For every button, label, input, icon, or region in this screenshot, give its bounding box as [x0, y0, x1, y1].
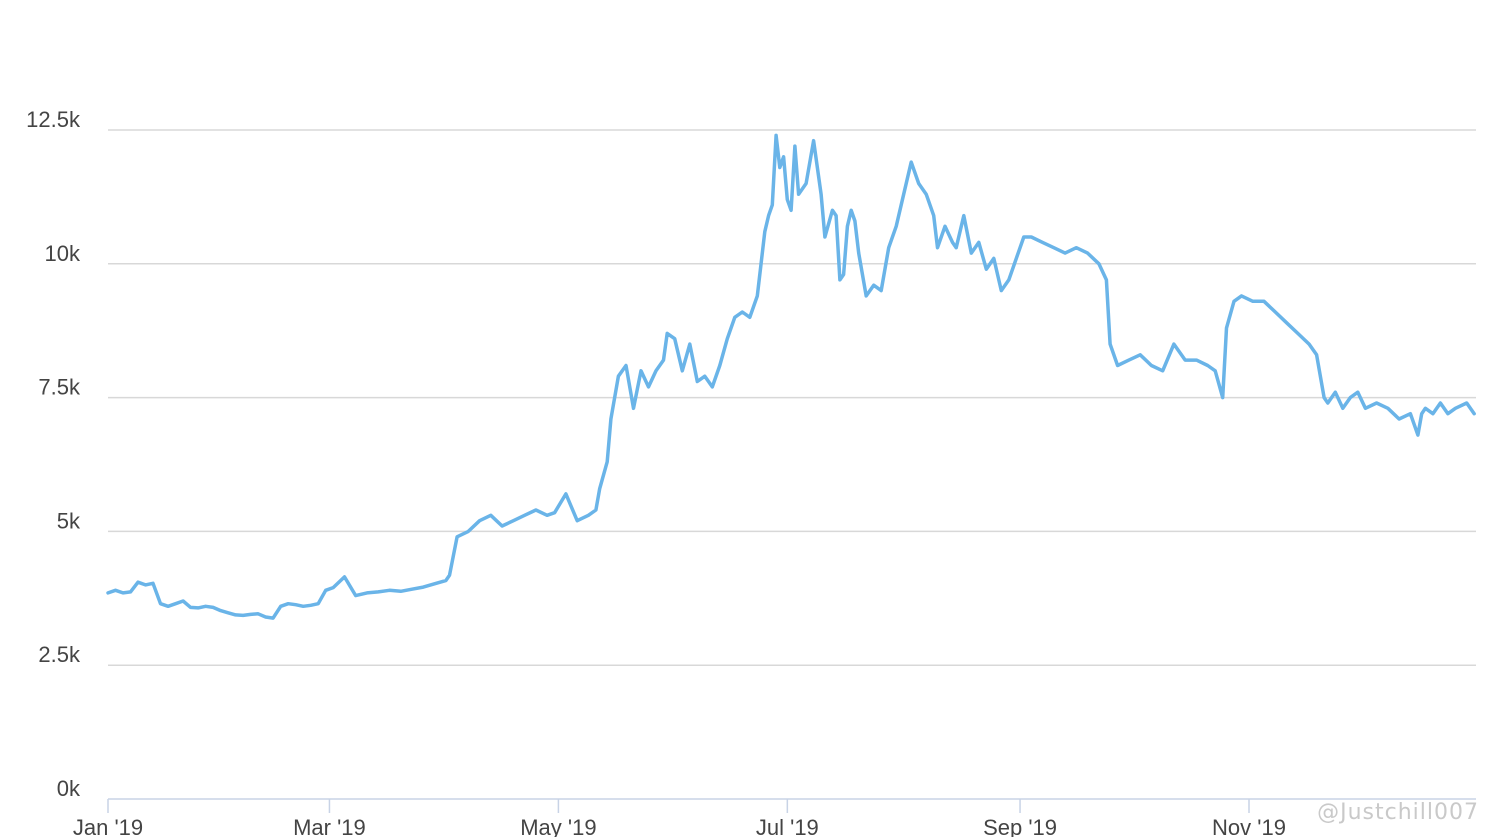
y-tick-label: 10k — [45, 241, 81, 266]
x-tick-label: Sep '19 — [983, 815, 1057, 837]
y-axis: 0k 2.5k 5k 7.5k 10k 12.5k — [26, 107, 81, 801]
y-tick-label: 5k — [57, 508, 81, 533]
x-tick-label: Nov '19 — [1212, 815, 1286, 837]
x-tick-label: Mar '19 — [293, 815, 366, 837]
x-tick-label: Jan '19 — [73, 815, 143, 837]
watermark-text: @Justchill007 — [1317, 800, 1479, 825]
x-tick-label: Jul '19 — [756, 815, 819, 837]
y-tick-label: 7.5k — [38, 375, 81, 400]
x-axis: Jan '19 Mar '19 May '19 Jul '19 Sep '19 Nov '… — [73, 798, 1476, 837]
y-tick-label: 12.5k — [26, 107, 81, 132]
series-group — [106, 133, 1476, 620]
grid-lines — [108, 129, 1476, 666]
y-tick-label: 2.5k — [38, 642, 81, 667]
y-tick-label: 0k — [57, 776, 81, 801]
series-line — [106, 133, 1476, 620]
x-tick-label: May '19 — [520, 815, 596, 837]
